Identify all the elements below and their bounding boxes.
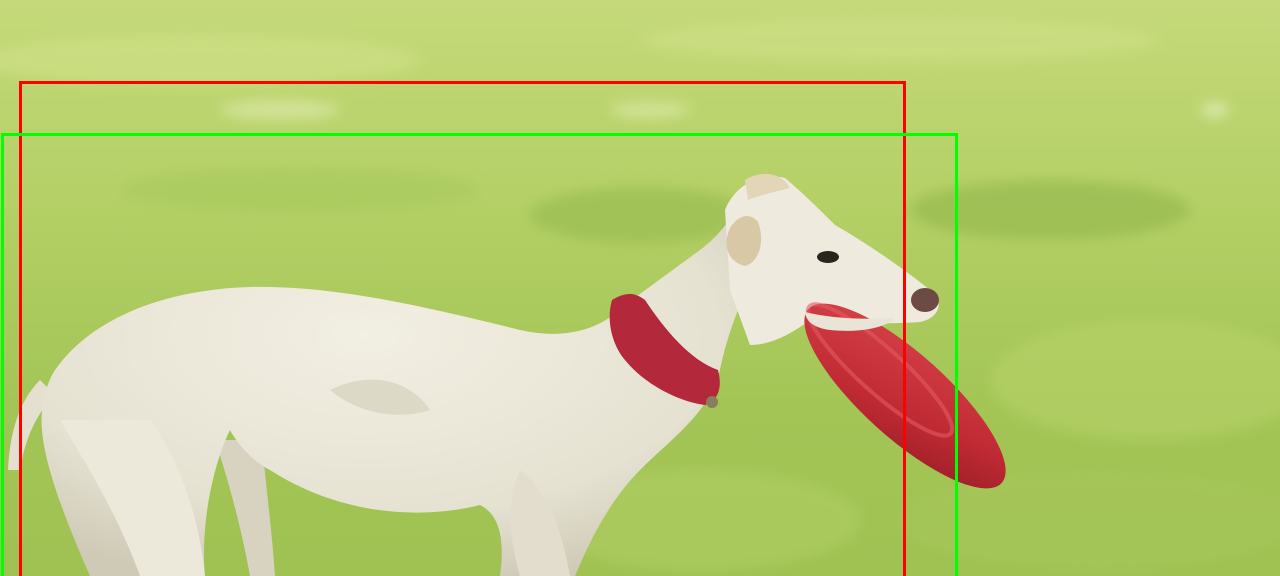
dog [8, 173, 939, 576]
collar-tag [706, 396, 718, 408]
frisbee-rim-highlight [805, 302, 955, 438]
dog-near-hind-leg [60, 420, 205, 576]
dog-collar [609, 294, 720, 405]
dog-far-hind-leg [215, 440, 275, 576]
dog-mouth [805, 312, 895, 331]
dog-rib-shading [330, 379, 430, 415]
dog-front-leg [510, 470, 570, 576]
grass-texture [0, 18, 1280, 570]
dog-ear-top [745, 173, 790, 200]
dog-nose [911, 288, 939, 312]
dog-ear [726, 216, 762, 266]
dog-eye [817, 251, 839, 263]
